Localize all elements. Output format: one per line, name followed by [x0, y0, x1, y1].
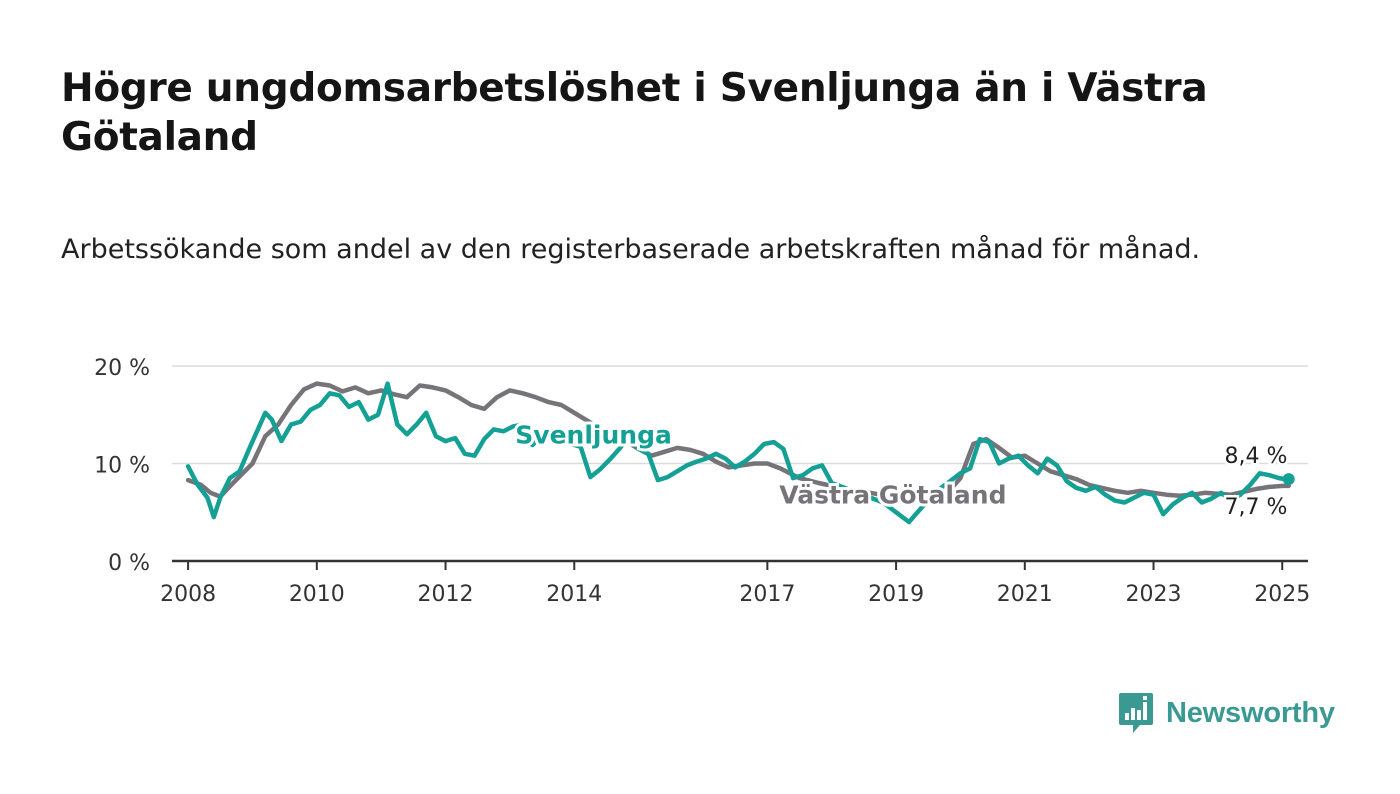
y-axis-ticks: 0 % 10 % 20 %: [94, 356, 150, 576]
series-line-vastra_gotaland: [185, 381, 1291, 500]
x-axis-ticks: 2008 2010 2012 2014 2017 2019 2021 2023 2025: [160, 561, 1310, 607]
chart-subtitle: Arbetssökande som andel av den registerb…: [61, 234, 1201, 265]
newsworthy-logo-icon: [1119, 693, 1153, 733]
x-tick-label: 2010: [289, 582, 345, 607]
y-tick-label: 10 %: [94, 454, 150, 479]
x-tick-label: 2014: [546, 582, 602, 607]
x-tick-label: 2012: [418, 582, 474, 607]
y-tick-label: 0 %: [108, 551, 150, 576]
x-tick-label: 2021: [997, 582, 1053, 607]
series-label-vastra_gotaland: Västra Götaland: [779, 481, 1006, 510]
x-tick-label: 2017: [739, 582, 795, 607]
brand-name: Newsworthy: [1166, 696, 1335, 729]
y-tick-label: 20 %: [94, 356, 150, 381]
end-value-label-vastra_gotaland: 7,7 %: [1225, 495, 1288, 520]
series-end-marker: [1282, 473, 1295, 486]
x-tick-label: 2008: [160, 582, 216, 607]
series-line-svenljunga: [185, 381, 1291, 525]
end-value-label-svenljunga: 8,4 %: [1225, 444, 1288, 469]
series-labels: Svenljunga Västra Götaland 7,7 % 8,4 %: [512, 417, 1290, 522]
series-lines: [185, 381, 1295, 525]
chart-title: Högre ungdomsarbetslöshet i Svenljunga ä…: [61, 66, 1208, 160]
series-label-svenljunga: Svenljunga: [515, 420, 672, 449]
x-tick-label: 2019: [868, 582, 924, 607]
x-tick-label: 2023: [1126, 582, 1182, 607]
x-tick-label: 2025: [1254, 582, 1310, 607]
brand[interactable]: Newsworthy: [1118, 690, 1335, 736]
